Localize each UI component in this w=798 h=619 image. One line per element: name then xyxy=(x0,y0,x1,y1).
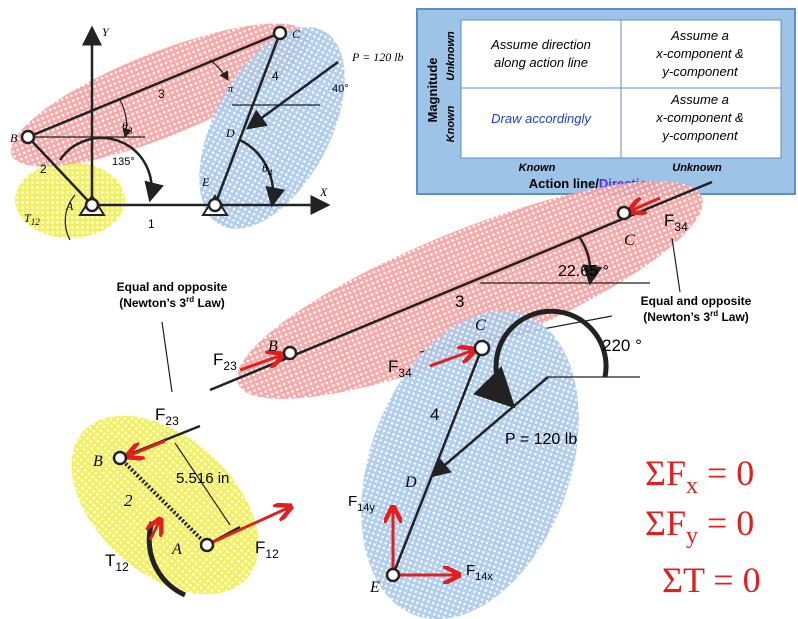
force-label: F14x xyxy=(466,562,493,583)
mechanism: Y X A B C D E π θ3 θ4 P = 120 lb T12 3 4… xyxy=(10,23,404,241)
link4-fbd: F34 C 220 ° 4 P = 120 lb D E F14y F14x xyxy=(348,308,642,619)
angle-arc xyxy=(578,237,603,286)
classification-table: Magnitude Unknown Known Assume direction… xyxy=(416,8,796,195)
angle-label: 220 ° xyxy=(602,336,642,355)
angle-arc xyxy=(473,308,609,409)
angle-mark: π xyxy=(228,84,234,95)
cell: Assume a x-component & y-component xyxy=(655,28,743,79)
angle-arc xyxy=(119,99,132,139)
cell: Assume direction along action line xyxy=(490,37,591,70)
load-arrow xyxy=(430,376,549,478)
link-label: 2 xyxy=(124,491,133,510)
force-arrow xyxy=(630,196,661,211)
force-arrow xyxy=(239,355,282,372)
equation: ΣFx = 0 xyxy=(645,453,754,499)
link2-fbd: F23 B 5.516 in 2 A T12 F12 xyxy=(71,405,292,598)
pin xyxy=(473,339,491,357)
pin xyxy=(207,197,223,213)
link-label: 2 xyxy=(40,162,47,176)
joint-label: D xyxy=(404,474,417,491)
joint-label: E xyxy=(201,175,210,189)
link3-region xyxy=(10,23,310,167)
force-arrow xyxy=(429,350,474,368)
link2-region xyxy=(15,162,125,238)
pin xyxy=(84,197,100,213)
torque-arrow xyxy=(150,520,160,541)
axis-label: Y xyxy=(102,25,110,39)
joint-label: C xyxy=(475,317,486,334)
link-label: 3 xyxy=(455,292,464,311)
cell: Assume a x-component & y-component xyxy=(655,92,743,143)
theta-label: θ3 xyxy=(122,119,133,136)
link-label: 4 xyxy=(430,405,439,424)
joint-label: A xyxy=(171,541,182,558)
axis-label: X xyxy=(319,185,328,199)
force-label: F23 xyxy=(213,350,237,373)
angle-label: 135° xyxy=(112,156,135,168)
equation: ΣFy = 0 xyxy=(645,503,754,549)
force-label: F14y xyxy=(348,493,375,514)
col-label: Known xyxy=(519,162,556,174)
force-arrow xyxy=(128,439,166,456)
pin xyxy=(112,450,128,466)
joint-label: C xyxy=(292,27,301,41)
link-label: 3 xyxy=(158,87,165,101)
row-header: Magnitude xyxy=(425,58,440,123)
link-label: 1 xyxy=(148,217,155,231)
torque-label: T12 xyxy=(24,211,40,227)
link-3 xyxy=(27,31,281,139)
angle-label: 40° xyxy=(332,83,349,95)
pin xyxy=(272,25,288,41)
torque-label: T12 xyxy=(105,551,129,574)
pin xyxy=(616,205,632,221)
link4-region xyxy=(361,310,579,619)
angle-arc xyxy=(239,138,286,208)
link3-fbd: F34 C 22.65 ° 3 B F23 xyxy=(209,180,713,399)
row-label: Unknown xyxy=(445,31,457,81)
joint-label: B xyxy=(93,453,103,470)
leader xyxy=(161,321,173,393)
link3-region xyxy=(237,181,703,399)
angle-arc xyxy=(58,136,164,203)
joint-label: B xyxy=(10,131,18,145)
pin xyxy=(385,567,401,583)
angle-label: 22.65 ° xyxy=(558,263,609,280)
col-label: Unknown xyxy=(672,162,722,174)
angle-arc xyxy=(209,59,229,82)
joint-label: D xyxy=(225,126,235,140)
theta-label: θ4 xyxy=(262,161,273,178)
link-2 xyxy=(118,456,209,547)
load-label: P = 120 lb xyxy=(505,431,577,448)
distance-label: 5.516 in xyxy=(176,470,229,487)
pin xyxy=(20,129,36,145)
force-label: F12 xyxy=(255,538,279,561)
force-label: F34 xyxy=(388,357,412,380)
equation: ΣT = 0 xyxy=(662,560,761,600)
force-arrow xyxy=(212,507,290,544)
leader xyxy=(671,237,681,293)
link-label: 4 xyxy=(272,69,279,83)
joint-label: E xyxy=(369,579,380,596)
joint-label: A xyxy=(65,199,74,213)
row-label: Known xyxy=(445,105,457,142)
link-2 xyxy=(27,136,93,206)
pin xyxy=(199,537,215,553)
torque-arc xyxy=(64,194,76,241)
link4-region xyxy=(199,27,345,229)
force-label: F34 xyxy=(664,211,688,234)
note: Equal and opposite (Newton’s 3rd Law) xyxy=(117,280,228,310)
pin xyxy=(282,345,298,361)
equations: ΣFx = 0 ΣFy = 0 ΣT = 0 xyxy=(645,453,761,600)
cell: Draw accordingly xyxy=(491,111,592,126)
note: Equal and opposite (Newton’s 3rd Law) xyxy=(641,294,752,324)
load-label: P = 120 lb xyxy=(351,50,404,64)
joint-label: C xyxy=(624,232,635,249)
load-arrow xyxy=(245,60,339,130)
dimension xyxy=(174,442,231,526)
force-label: F23 xyxy=(155,405,179,428)
joint-label: B xyxy=(268,338,278,355)
